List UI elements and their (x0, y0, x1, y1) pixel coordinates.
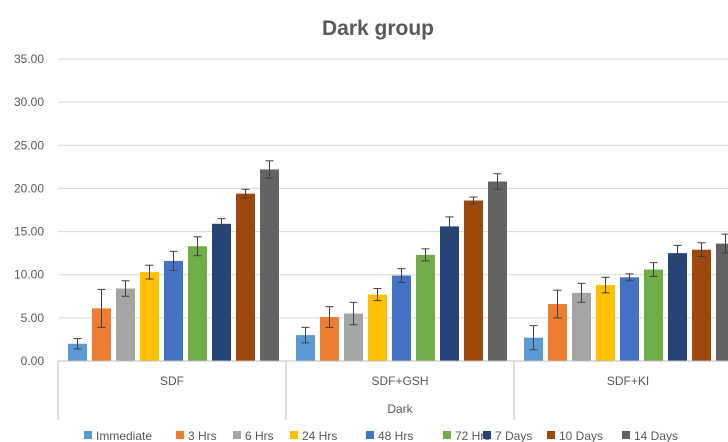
x-axis-title: Dark (387, 402, 413, 416)
y-tick-label: 5.00 (21, 311, 45, 325)
y-tick-label: 10.00 (14, 268, 44, 282)
bar (236, 193, 255, 361)
legend-label: 72 Hrs (455, 429, 490, 442)
legend-label: 6 Hrs (245, 429, 274, 442)
bar (368, 294, 387, 361)
legend-swatch (547, 431, 555, 439)
bar (392, 275, 411, 361)
bar (92, 308, 111, 361)
legend-swatch (622, 431, 630, 439)
bar (440, 226, 459, 361)
bar (296, 335, 315, 361)
bar (188, 246, 207, 361)
legend: Immediate 3 Hrs 6 Hrs 24 Hrs 48 Hrs 72 Hrs 7 D… (84, 429, 678, 442)
bar (596, 285, 615, 361)
legend-label: Immediate (96, 429, 152, 442)
y-tick-label: 0.00 (21, 354, 45, 368)
bar (344, 313, 363, 361)
bars (68, 160, 728, 361)
bar (464, 200, 483, 361)
legend-label: 14 Days (634, 429, 678, 442)
y-tick-label: 30.00 (14, 95, 44, 109)
chart-title: Dark group (322, 17, 434, 40)
bar (68, 343, 87, 361)
legend-label: 7 Days (495, 429, 532, 442)
category-label: SDF+GSH (371, 374, 428, 388)
legend-swatch (366, 431, 374, 439)
bar (572, 292, 591, 361)
bar (320, 316, 339, 361)
legend-swatch (290, 431, 298, 439)
bar (548, 304, 567, 361)
bar (260, 169, 279, 361)
bar (212, 223, 231, 361)
legend-swatch (233, 431, 241, 439)
y-tick-label: 35.00 (14, 52, 44, 66)
category-label: SDF+KI (607, 374, 649, 388)
bar (416, 254, 435, 361)
y-tick-label: 15.00 (14, 225, 44, 239)
legend-label: 24 Hrs (302, 429, 337, 442)
bar (692, 249, 711, 361)
legend-swatch (443, 431, 451, 439)
y-tick-label: 20.00 (14, 181, 44, 195)
bar (716, 243, 728, 361)
legend-swatch (483, 431, 491, 439)
bar (644, 269, 663, 361)
legend-label: 48 Hrs (378, 429, 413, 442)
bar (164, 260, 183, 361)
bar (620, 277, 639, 361)
legend-label: 3 Hrs (188, 429, 217, 442)
x-axis: SDF SDF+GSH SDF+KI (57, 360, 728, 420)
bar (668, 253, 687, 361)
bar (116, 288, 135, 361)
category-label: SDF (160, 374, 184, 388)
y-axis: 0.00 5.00 10.00 15.00 20.00 25.00 30.00 35.00 (14, 52, 44, 368)
bar (140, 272, 159, 361)
bar (488, 181, 507, 361)
legend-swatch (176, 431, 184, 439)
legend-swatch (84, 431, 92, 439)
legend-label: 10 Days (559, 429, 603, 442)
y-tick-label: 25.00 (14, 138, 44, 152)
